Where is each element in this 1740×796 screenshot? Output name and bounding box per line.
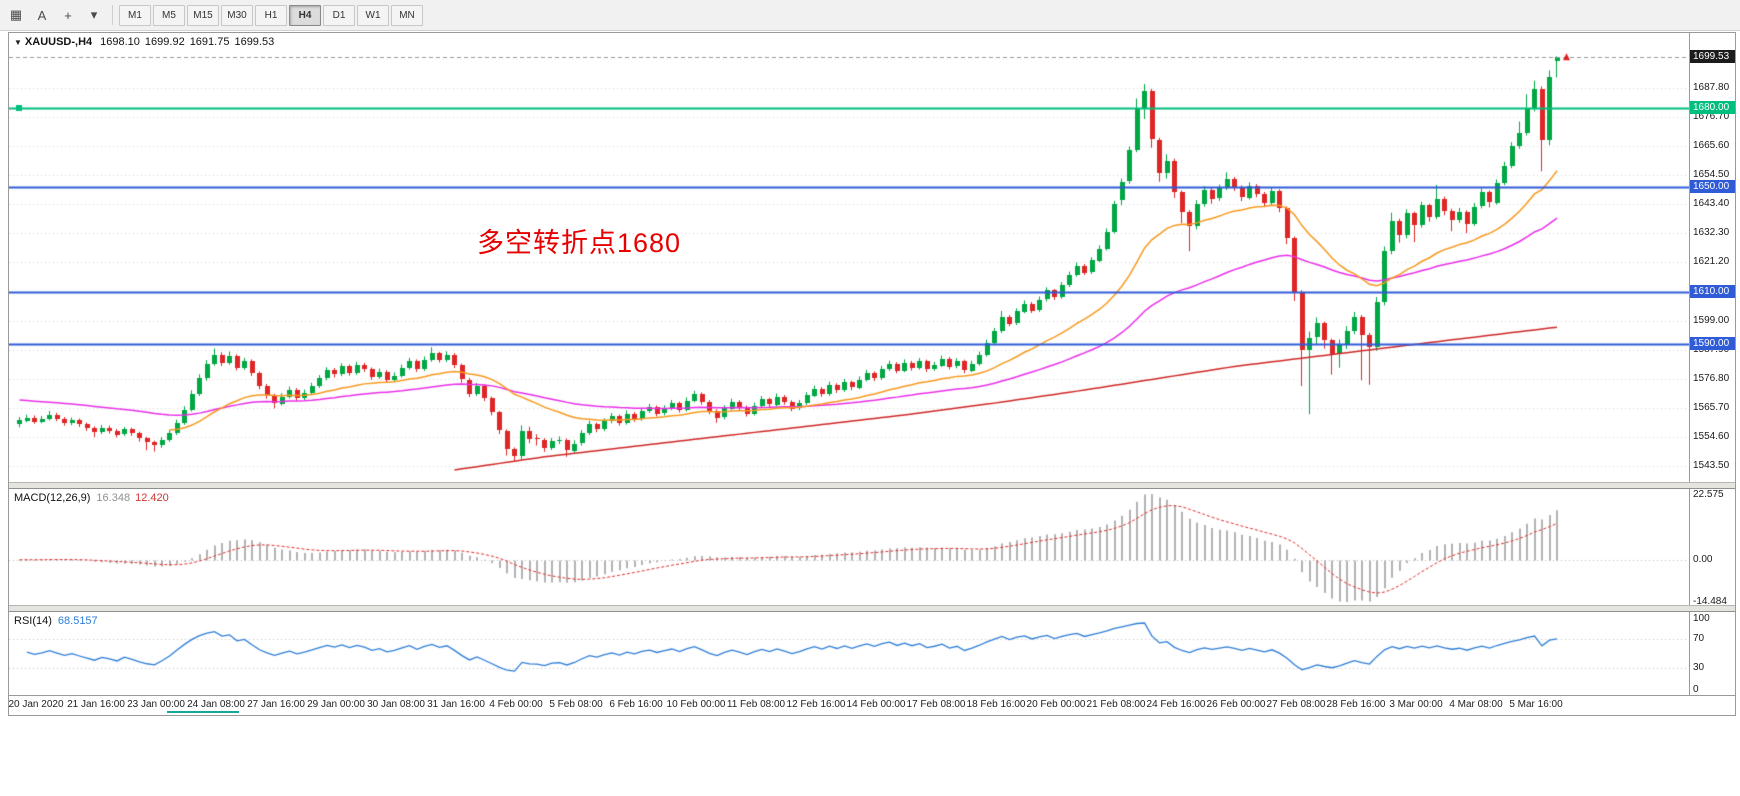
chart-dropdown-icon[interactable]: ▼	[14, 38, 22, 47]
time-axis-label: 6 Feb 16:00	[609, 699, 663, 710]
timeframe-button-m5[interactable]: M5	[153, 4, 185, 26]
time-axis-label: 3 Mar 00:00	[1389, 699, 1443, 710]
time-axis-label: 21 Jan 16:00	[67, 699, 125, 710]
price-axis-label: 1665.60	[1693, 140, 1730, 152]
time-axis-label: 12 Feb 16:00	[786, 699, 846, 710]
time-axis-marker	[167, 711, 239, 713]
price-axis-label: 1632.30	[1693, 227, 1730, 239]
time-axis-label: 24 Feb 16:00	[1146, 699, 1206, 710]
toolbar: ▦ A + ▾ M1 M5 M15 M30 H1 H4 D1 W1 MN	[0, 0, 1740, 31]
time-axis[interactable]: 20 Jan 2020 21 Jan 16:00 23 Jan 00:00 24 Ja…	[8, 695, 1735, 715]
macd-label: MACD(12,26,9)	[14, 492, 91, 504]
time-axis-label: 27 Jan 16:00	[247, 699, 305, 710]
time-axis-label: 21 Feb 08:00	[1086, 699, 1146, 710]
grid-icon[interactable]: ▦	[9, 7, 23, 22]
toolbar-icons: ▦ A + ▾	[0, 3, 107, 27]
price-chart-canvas[interactable]	[9, 33, 1689, 695]
panel-splitter-1[interactable]	[9, 482, 1735, 489]
timeframe-button-h1[interactable]: H1	[255, 4, 287, 26]
chart-annotation: 多空转折点1680	[477, 228, 682, 258]
macd-header: MACD(12,26,9) 16.348 12.420	[14, 492, 169, 504]
timeframe-button-m1[interactable]: M1	[119, 4, 151, 26]
time-axis-label: 29 Jan 00:00	[307, 699, 365, 710]
time-axis-label: 14 Feb 00:00	[846, 699, 906, 710]
time-axis-label: 5 Feb 08:00	[549, 699, 603, 710]
rsi-axis-label: 30	[1693, 662, 1705, 674]
time-axis-label: 17 Feb 08:00	[906, 699, 966, 710]
toolbar-separator	[112, 5, 113, 25]
time-axis-label: 20 Jan 2020	[8, 699, 64, 710]
macd-value-main: 16.348	[96, 492, 131, 504]
price-axis-label: 1643.40	[1693, 198, 1730, 210]
panel-splitter-2[interactable]	[9, 605, 1735, 612]
dropdown-caret-icon[interactable]: ▾	[90, 7, 98, 22]
macd-axis-label: 22.575	[1693, 489, 1724, 500]
macd-axis-label: -14.484	[1693, 596, 1727, 607]
price-axis-label: 1565.70	[1693, 401, 1730, 413]
time-axis-label: 20 Feb 00:00	[1026, 699, 1086, 710]
timeframe-button-h4[interactable]: H4	[289, 4, 321, 26]
time-axis-label: 4 Mar 08:00	[1449, 699, 1503, 710]
timeframe-button-d1[interactable]: D1	[323, 4, 355, 26]
ohlc-close: 1699.53	[234, 36, 275, 48]
time-axis-label: 31 Jan 16:00	[427, 699, 485, 710]
price-axis-label: 1576.80	[1693, 372, 1730, 384]
timeframe-button-mn[interactable]: MN	[391, 4, 423, 26]
time-axis-label: 24 Jan 08:00	[187, 699, 245, 710]
rsi-axis-label: 0	[1693, 684, 1699, 695]
price-axis[interactable]: 1687.80 1676.70 1665.60 1654.50 1643.40 1632.…	[1689, 33, 1735, 695]
timeframe-button-m30[interactable]: M30	[221, 4, 253, 26]
time-axis-label: 4 Feb 00:00	[489, 699, 543, 710]
price-axis-label: 1621.20	[1693, 256, 1730, 268]
text-tool-icon[interactable]: A	[37, 7, 47, 23]
time-axis-label: 28 Feb 16:00	[1326, 699, 1386, 710]
timeframe-buttons: M1 M5 M15 M30 H1 H4 D1 W1 MN	[118, 4, 424, 26]
current-price-tag: 1699.53	[1690, 50, 1735, 64]
time-axis-label: 10 Feb 00:00	[666, 699, 726, 710]
rsi-axis-label: 100	[1693, 613, 1710, 624]
rsi-label: RSI(14)	[14, 615, 52, 627]
chart-symbol: XAUUSD-,H4	[24, 36, 93, 48]
chart-ohlc-header: ▼ XAUUSD-,H4 1698.10 1699.92 1691.75 1699.53	[14, 36, 279, 48]
price-axis-label: 1599.00	[1693, 314, 1730, 326]
time-axis-label: 26 Feb 00:00	[1206, 699, 1266, 710]
price-axis-label: 1676.70	[1693, 111, 1730, 123]
timeframe-button-w1[interactable]: W1	[357, 4, 389, 26]
rsi-header: RSI(14) 68.5157	[14, 615, 98, 627]
hline-1590-tag[interactable]: 1590.00	[1690, 337, 1735, 351]
time-axis-label: 5 Mar 16:00	[1509, 699, 1563, 710]
rsi-value: 68.5157	[57, 615, 98, 627]
price-axis-label: 1543.50	[1693, 459, 1730, 471]
price-axis-label: 1654.50	[1693, 169, 1730, 181]
time-axis-label: 23 Jan 00:00	[127, 699, 185, 710]
hline-1680-tag[interactable]: 1680.00	[1690, 101, 1735, 115]
rsi-axis-label: 70	[1693, 632, 1705, 644]
time-axis-label: 18 Feb 16:00	[966, 699, 1026, 710]
timeframe-button-m15[interactable]: M15	[187, 4, 219, 26]
hline-1650-tag[interactable]: 1650.00	[1690, 180, 1735, 194]
price-axis-label: 1554.60	[1693, 430, 1730, 442]
time-axis-label: 27 Feb 08:00	[1266, 699, 1326, 710]
ohlc-open: 1698.10	[100, 36, 140, 48]
time-axis-label: 11 Feb 08:00	[726, 699, 786, 710]
macd-value-signal: 12.420	[135, 492, 169, 504]
time-axis-label: 30 Jan 08:00	[367, 699, 425, 710]
ohlc-low: 1691.75	[189, 36, 230, 48]
ohlc-high: 1699.92	[144, 36, 185, 48]
price-axis-label: 1687.80	[1693, 82, 1730, 93]
crosshair-icon[interactable]: +	[64, 7, 72, 23]
hline-1610-tag[interactable]: 1610.00	[1690, 284, 1735, 298]
macd-axis-label: 0.00	[1693, 553, 1713, 565]
chart-window: ▼ XAUUSD-,H4 1698.10 1699.92 1691.75 1699.53 …	[8, 32, 1736, 716]
